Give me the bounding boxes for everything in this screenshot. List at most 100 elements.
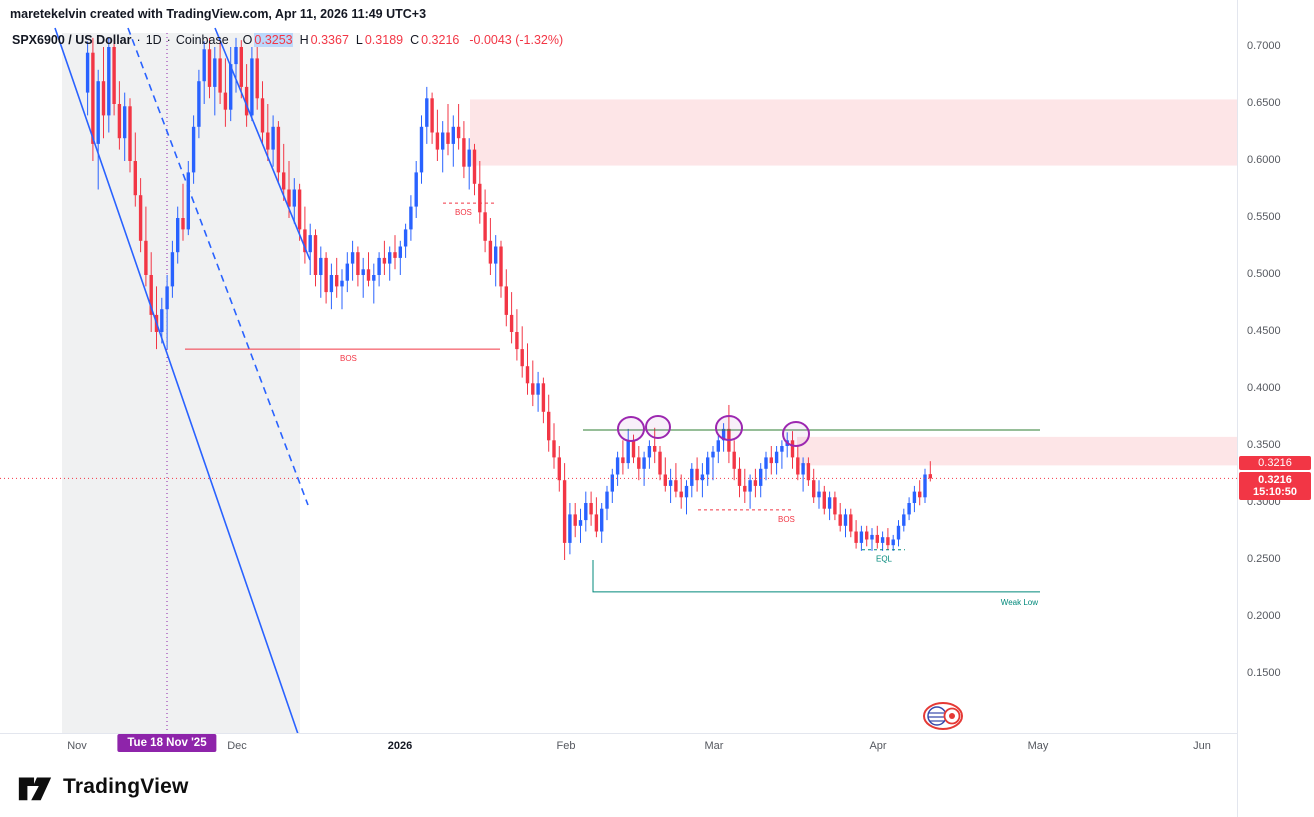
supply-zone-upper[interactable] bbox=[470, 99, 1237, 166]
candle bbox=[827, 491, 832, 521]
candle bbox=[372, 263, 376, 304]
candle bbox=[202, 41, 206, 104]
candle bbox=[690, 463, 694, 498]
candle bbox=[780, 440, 784, 469]
candle bbox=[260, 81, 265, 144]
high-value: 0.3367 bbox=[310, 33, 349, 47]
candle bbox=[626, 428, 630, 469]
candle bbox=[605, 485, 609, 521]
candle bbox=[806, 457, 811, 486]
symbol-interval[interactable]: 1D bbox=[145, 33, 162, 47]
open-label: O bbox=[242, 33, 253, 47]
candle bbox=[345, 252, 349, 293]
trendline-2[interactable] bbox=[127, 27, 309, 506]
price-tick: 0.4000 bbox=[1247, 382, 1281, 394]
candle bbox=[584, 491, 588, 532]
eql-label: EQL bbox=[876, 555, 893, 564]
candle bbox=[880, 531, 885, 551]
candle bbox=[843, 508, 848, 538]
highlight-circle-3[interactable] bbox=[715, 415, 743, 441]
candle bbox=[382, 240, 387, 275]
session-highlight-band[interactable] bbox=[62, 33, 300, 733]
watermark-icon[interactable] bbox=[916, 698, 970, 738]
price-tick: 0.6500 bbox=[1247, 97, 1281, 109]
candle bbox=[85, 41, 90, 116]
candle bbox=[138, 178, 143, 253]
date-marker-badge[interactable]: Tue 18 Nov '25 bbox=[117, 734, 217, 752]
candle bbox=[340, 269, 344, 310]
symbol-header: SPX6900 / US Dollar · 1D · Coinbase O 0.3… bbox=[12, 33, 563, 47]
candle bbox=[478, 161, 482, 224]
trendline-3[interactable] bbox=[214, 27, 311, 261]
candle bbox=[759, 463, 763, 498]
highlight-circle-2[interactable] bbox=[645, 414, 671, 440]
candle bbox=[430, 92, 434, 144]
candle bbox=[329, 263, 334, 310]
countdown-timer: 15:10:50 bbox=[1252, 486, 1298, 498]
candle bbox=[441, 121, 445, 173]
time-tick: Apr bbox=[869, 740, 887, 752]
candle bbox=[928, 461, 932, 482]
candle bbox=[610, 468, 614, 503]
candle bbox=[615, 451, 620, 486]
low-value: 0.3189 bbox=[364, 33, 404, 47]
weak-low-line[interactable] bbox=[592, 560, 1040, 593]
tradingview-logo-icon bbox=[18, 777, 52, 801]
candle bbox=[123, 92, 127, 161]
highlight-circle-1[interactable] bbox=[617, 416, 645, 442]
high-label: H bbox=[299, 33, 309, 47]
symbol-exchange[interactable]: Coinbase bbox=[175, 33, 229, 47]
candle bbox=[191, 115, 196, 184]
time-tick: May bbox=[1027, 740, 1049, 752]
candle bbox=[335, 257, 339, 298]
candle bbox=[297, 183, 302, 241]
candle bbox=[160, 297, 164, 344]
time-tick: Jun bbox=[1193, 740, 1211, 752]
price-change: -0.0043 (-1.32%) bbox=[469, 33, 564, 47]
last-price-badge: 0.3216 15:10:50 bbox=[1239, 472, 1311, 500]
bos-mar-label: BOS bbox=[778, 515, 795, 524]
candle bbox=[271, 115, 275, 167]
candle bbox=[409, 195, 413, 241]
ohlc-readout: O 0.3253 H 0.3367 L 0.3189 C 0.3216 bbox=[238, 33, 459, 47]
trendline-1[interactable] bbox=[54, 27, 299, 735]
candle bbox=[101, 47, 106, 139]
candle bbox=[838, 503, 842, 532]
candle bbox=[907, 497, 911, 521]
candle bbox=[107, 37, 111, 133]
candle bbox=[721, 423, 726, 452]
highlight-circle-4[interactable] bbox=[782, 421, 810, 447]
candle bbox=[207, 37, 212, 99]
candle bbox=[308, 223, 312, 275]
candle bbox=[356, 246, 360, 287]
price-tick: 0.1500 bbox=[1247, 667, 1281, 679]
candle bbox=[234, 37, 238, 93]
candle bbox=[748, 474, 752, 509]
bos-major-label: BOS bbox=[340, 354, 357, 363]
supply-zone-lower[interactable] bbox=[797, 436, 1237, 466]
open-value: 0.3253 bbox=[254, 33, 293, 47]
weak-low-label: Weak Low bbox=[1001, 598, 1038, 607]
last-price-value: 0.3216 bbox=[1258, 474, 1292, 486]
candle bbox=[419, 115, 424, 184]
candle bbox=[176, 206, 180, 264]
candle bbox=[276, 121, 281, 184]
candle bbox=[499, 240, 503, 298]
symbol-title[interactable]: SPX6900 / US Dollar bbox=[12, 33, 132, 47]
candle bbox=[870, 528, 874, 551]
price-axis[interactable]: 0.7000 0.6500 0.6000 0.5500 0.5000 0.4500 0.40… bbox=[1237, 0, 1314, 817]
candle bbox=[531, 360, 535, 407]
time-tick: Dec bbox=[227, 740, 247, 752]
candle bbox=[319, 246, 323, 298]
price-tick: 0.7000 bbox=[1247, 40, 1281, 52]
candle bbox=[144, 206, 148, 287]
candle bbox=[912, 485, 917, 513]
candle bbox=[700, 463, 705, 498]
candle bbox=[472, 143, 477, 196]
candle bbox=[790, 431, 795, 469]
candle bbox=[462, 121, 466, 179]
tradingview-logo[interactable]: TradingView bbox=[16, 768, 189, 806]
candle bbox=[96, 69, 100, 190]
price-tick: 0.2000 bbox=[1247, 610, 1281, 622]
